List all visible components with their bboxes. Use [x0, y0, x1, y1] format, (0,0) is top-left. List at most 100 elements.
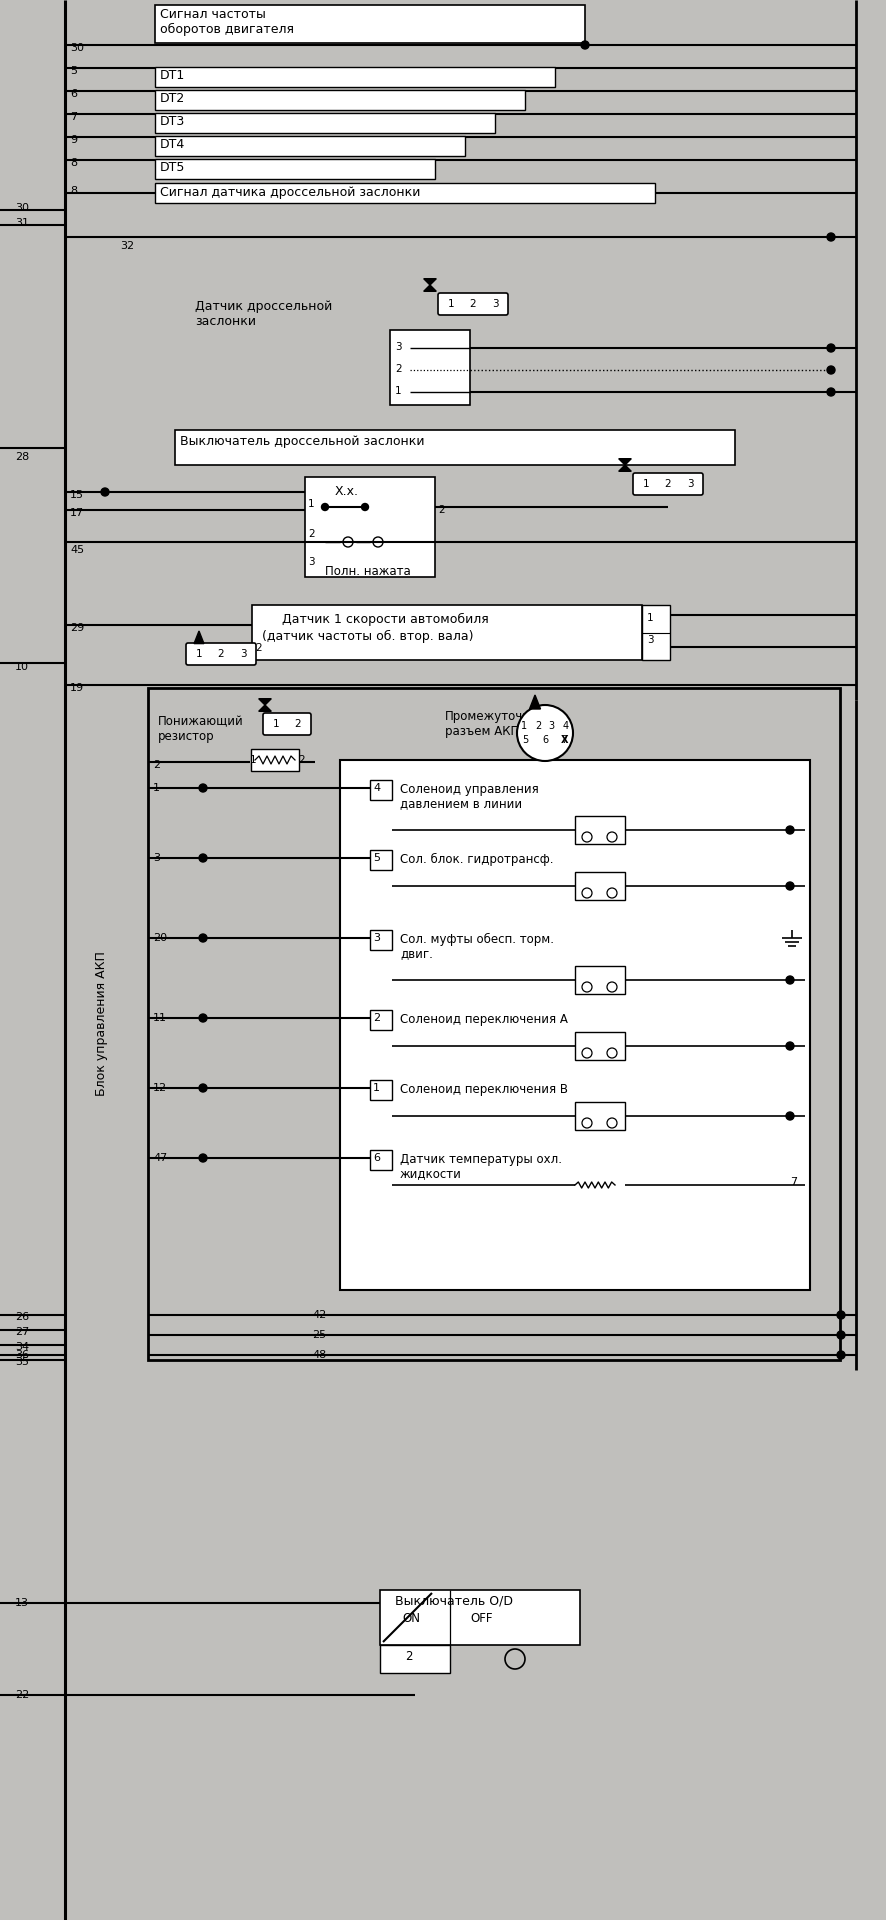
Text: Блок управления АКП: Блок управления АКП — [96, 952, 108, 1096]
Bar — [369, 929, 392, 950]
Text: 12: 12 — [152, 1083, 167, 1092]
FancyBboxPatch shape — [263, 712, 311, 735]
Text: резистор: резистор — [158, 730, 214, 743]
Bar — [339, 760, 809, 1290]
Bar — [369, 1079, 392, 1100]
Text: Датчик температуры охл.: Датчик температуры охл. — [400, 1154, 562, 1165]
Text: 1: 1 — [642, 478, 649, 490]
Text: OFF: OFF — [470, 1613, 492, 1624]
Text: DT2: DT2 — [159, 92, 185, 106]
Text: 35: 35 — [15, 1357, 29, 1367]
Text: 2: 2 — [405, 1649, 412, 1663]
Text: 17: 17 — [70, 509, 84, 518]
Text: 3: 3 — [152, 852, 159, 862]
Text: 2: 2 — [298, 755, 304, 764]
Circle shape — [198, 933, 206, 943]
Bar — [574, 1102, 625, 1131]
Circle shape — [198, 1014, 206, 1021]
Text: 1: 1 — [646, 612, 653, 622]
Text: 2: 2 — [254, 643, 261, 653]
Text: заслонки: заслонки — [195, 315, 256, 328]
Text: 27: 27 — [15, 1327, 29, 1336]
Circle shape — [581, 1048, 591, 1058]
Circle shape — [361, 503, 368, 511]
Text: 2: 2 — [534, 722, 540, 732]
Circle shape — [785, 975, 793, 983]
Text: 6: 6 — [373, 1154, 379, 1164]
Text: 2: 2 — [438, 505, 444, 515]
Bar — [155, 182, 654, 204]
Text: 2: 2 — [152, 760, 160, 770]
Bar — [251, 749, 299, 772]
Text: 1: 1 — [394, 386, 401, 396]
Circle shape — [198, 1154, 206, 1162]
Text: Сол. муфты обесп. торм.: Сол. муфты обесп. торм. — [400, 933, 554, 947]
Text: 5: 5 — [70, 65, 77, 77]
Text: 8: 8 — [70, 186, 77, 196]
Text: 3: 3 — [491, 300, 498, 309]
Text: Сигнал датчика дроссельной заслонки: Сигнал датчика дроссельной заслонки — [159, 186, 420, 200]
Bar — [641, 605, 669, 660]
Circle shape — [785, 881, 793, 891]
Text: 3: 3 — [686, 478, 693, 490]
Text: 3: 3 — [373, 933, 379, 943]
FancyBboxPatch shape — [186, 643, 256, 664]
Text: 30: 30 — [70, 42, 84, 54]
Text: 25: 25 — [312, 1331, 326, 1340]
Text: Х.х.: Х.х. — [335, 486, 359, 497]
Text: 10: 10 — [15, 662, 29, 672]
Text: 1: 1 — [521, 722, 527, 732]
Text: 13: 13 — [15, 1597, 29, 1609]
Text: 4: 4 — [562, 722, 568, 732]
Polygon shape — [618, 459, 631, 470]
Circle shape — [581, 1117, 591, 1129]
Circle shape — [606, 887, 617, 899]
Polygon shape — [259, 699, 271, 710]
Text: 15: 15 — [70, 490, 84, 499]
FancyBboxPatch shape — [438, 294, 508, 315]
Circle shape — [517, 705, 572, 760]
Text: ON: ON — [401, 1613, 420, 1624]
Text: 5: 5 — [522, 735, 528, 745]
Bar — [155, 159, 434, 179]
Text: разъем АКП: разъем АКП — [445, 726, 518, 737]
Text: Соленоид переключения В: Соленоид переключения В — [400, 1083, 567, 1096]
Text: Соленоид переключения А: Соленоид переключения А — [400, 1014, 567, 1025]
Bar — [155, 236, 165, 250]
Text: 11: 11 — [152, 1014, 167, 1023]
Bar — [305, 476, 434, 578]
Circle shape — [198, 1085, 206, 1092]
Text: Полн. нажата: Полн. нажата — [324, 564, 410, 578]
Bar — [155, 67, 555, 86]
Circle shape — [826, 344, 834, 351]
Text: DT3: DT3 — [159, 115, 185, 129]
Text: DT5: DT5 — [159, 161, 185, 175]
Circle shape — [606, 1048, 617, 1058]
Polygon shape — [424, 278, 436, 292]
Text: 29: 29 — [70, 622, 84, 634]
Bar — [252, 605, 641, 660]
Text: 2: 2 — [217, 649, 224, 659]
Bar — [369, 780, 392, 801]
Text: Промежуточный: Промежуточный — [445, 710, 548, 724]
Text: 48: 48 — [312, 1350, 326, 1359]
Bar — [574, 1033, 625, 1060]
Text: 34: 34 — [15, 1342, 29, 1352]
Circle shape — [836, 1311, 844, 1319]
Text: 5: 5 — [373, 852, 379, 862]
Text: (датчик частоты об. втор. вала): (датчик частоты об. втор. вала) — [261, 630, 473, 643]
Text: 2: 2 — [394, 365, 401, 374]
Text: 47: 47 — [152, 1154, 167, 1164]
Bar — [574, 966, 625, 995]
Text: 3: 3 — [646, 636, 653, 645]
Text: Датчик дроссельной: Датчик дроссельной — [195, 300, 332, 313]
Bar — [155, 6, 585, 42]
Text: 7: 7 — [70, 111, 77, 123]
Text: 6: 6 — [70, 88, 77, 100]
Text: DT4: DT4 — [159, 138, 185, 152]
Text: Соленоид управления: Соленоид управления — [400, 783, 538, 797]
Bar — [369, 1010, 392, 1029]
Circle shape — [606, 831, 617, 843]
Text: Сигнал частоты: Сигнал частоты — [159, 8, 266, 21]
Text: 45: 45 — [70, 545, 84, 555]
